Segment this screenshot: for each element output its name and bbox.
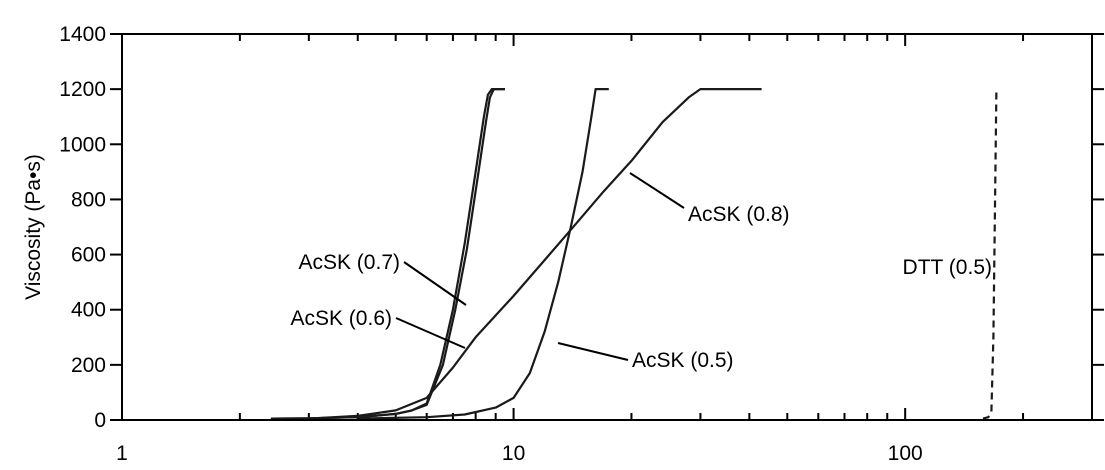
y-tick-label: 1200: [59, 78, 106, 101]
y-tick-label: 400: [71, 299, 106, 322]
annotation-label-acsk-0-8: AcSK (0.8): [688, 203, 790, 226]
annotation-label-acsk-0-7: AcSK (0.7): [298, 251, 400, 274]
y-tick-label: 1000: [59, 133, 106, 156]
y-tick-label: 1400: [59, 23, 106, 46]
annotation-leader-acsk-0-6: [395, 317, 466, 349]
x-tick-label: 1: [116, 442, 128, 465]
annotation-label-acsk-0-6: AcSK (0.6): [290, 307, 392, 330]
x-tick-label: 100: [888, 442, 923, 465]
series-line-acsk-0-8: [308, 88, 762, 420]
series-line-dtt-0-5: [982, 89, 998, 420]
y-tick-label: 600: [71, 244, 106, 267]
series-lines: [270, 88, 998, 420]
annotation-label-acsk-0-5: AcSK (0.5): [632, 349, 734, 372]
annotation-leader-acsk-0-8: [629, 172, 685, 209]
annotation-label-dtt-0-5: DTT (0.5): [903, 256, 992, 279]
x-tick-label: 10: [502, 442, 525, 465]
minor-ticks: [238, 34, 1093, 420]
y-tick-labels: 0 200 400 600 800 1000 1200 1400: [59, 23, 106, 432]
annotation-leader-acsk-0-5: [557, 342, 629, 361]
y-tick-label: 0: [94, 409, 106, 432]
y-tick-label: 800: [71, 188, 106, 211]
y-tick-label: 200: [71, 354, 106, 377]
major-ticks: [110, 33, 1104, 421]
series-line-acsk-0-6: [270, 88, 505, 420]
annotations: AcSK (0.7) AcSK (0.6) AcSK (0.8) AcSK (0.5)…: [290, 172, 992, 372]
x-tick-labels: 1 10 100: [116, 442, 923, 465]
y-axis-title: Viscosity (Pa•s): [22, 154, 45, 300]
plot-frame: [121, 33, 1093, 421]
series-line-acsk-0-5: [357, 88, 609, 420]
annotation-leader-acsk-0-7: [403, 261, 467, 306]
